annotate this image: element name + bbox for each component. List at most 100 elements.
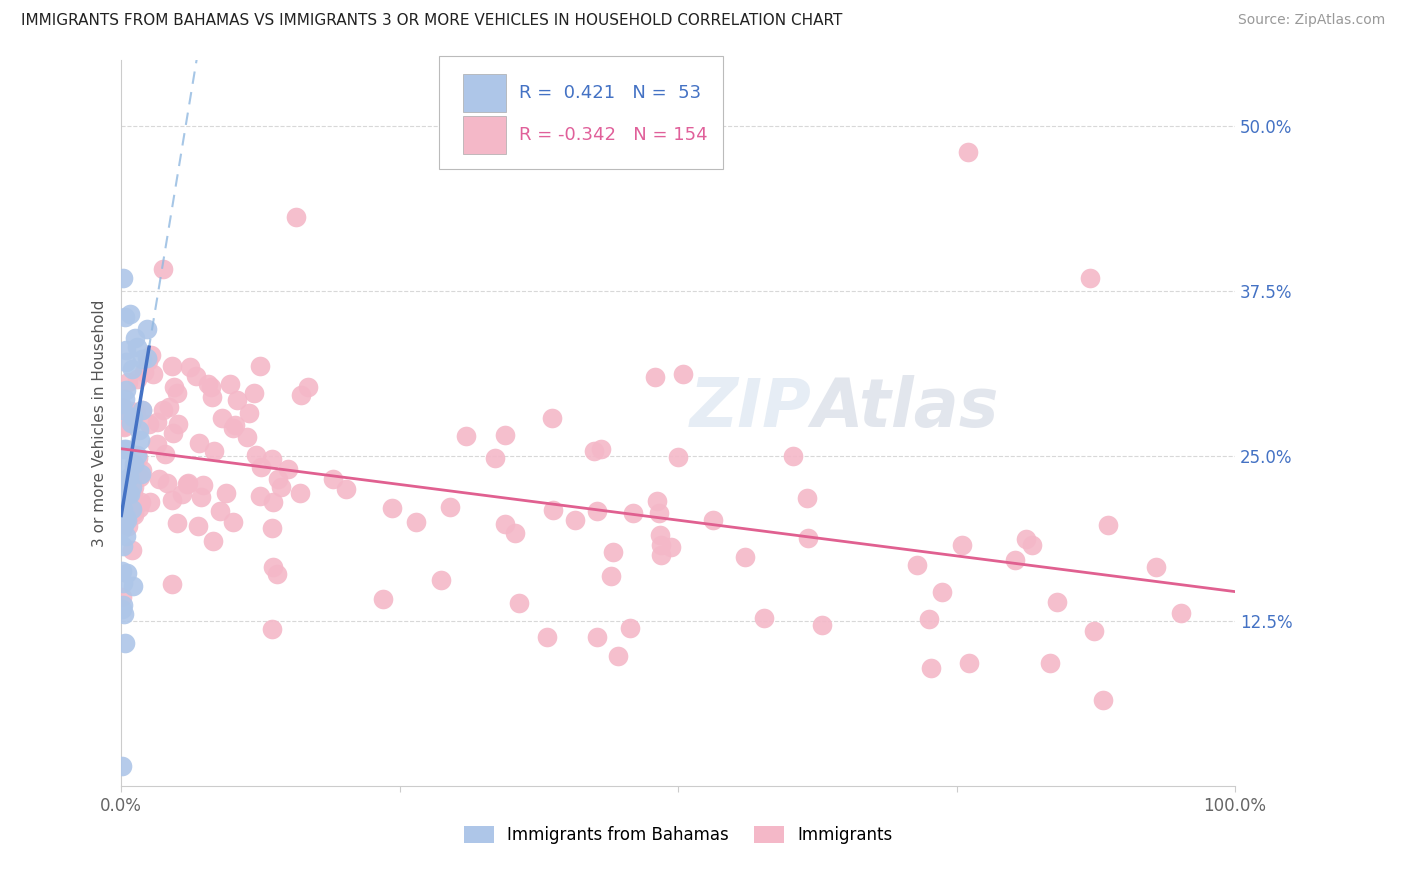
Point bbox=[811, 618, 834, 632]
Point bbox=[211, 410, 233, 425]
Point bbox=[112, 575, 135, 590]
Point bbox=[111, 522, 134, 536]
Point bbox=[602, 545, 624, 559]
Point bbox=[288, 485, 311, 500]
Point bbox=[918, 611, 941, 625]
Point bbox=[114, 510, 136, 524]
Point bbox=[1170, 607, 1192, 621]
Point bbox=[114, 636, 136, 650]
Point bbox=[117, 519, 139, 533]
Point bbox=[121, 362, 143, 376]
Point bbox=[160, 492, 183, 507]
Text: Source: ZipAtlas.com: Source: ZipAtlas.com bbox=[1237, 13, 1385, 28]
Point bbox=[117, 501, 139, 516]
Point bbox=[118, 486, 141, 500]
Point bbox=[111, 564, 134, 578]
Point bbox=[920, 661, 942, 675]
Point bbox=[508, 596, 530, 610]
Point bbox=[184, 368, 207, 383]
Point bbox=[250, 460, 273, 475]
Point bbox=[122, 579, 145, 593]
Point bbox=[115, 487, 138, 501]
Point bbox=[494, 516, 516, 531]
Point bbox=[335, 483, 357, 497]
Point bbox=[117, 376, 139, 390]
Point bbox=[120, 416, 142, 430]
Point bbox=[120, 404, 142, 418]
Point bbox=[249, 359, 271, 373]
Point bbox=[1004, 553, 1026, 567]
Point bbox=[156, 476, 179, 491]
Point bbox=[112, 479, 135, 493]
Point bbox=[186, 518, 208, 533]
Point bbox=[112, 479, 135, 493]
Point bbox=[672, 367, 695, 381]
Point bbox=[1078, 270, 1101, 285]
FancyBboxPatch shape bbox=[439, 56, 723, 169]
Point bbox=[111, 407, 134, 421]
Text: Atlas: Atlas bbox=[811, 376, 1000, 442]
Point bbox=[905, 558, 928, 572]
Point bbox=[176, 476, 198, 491]
Text: IMMIGRANTS FROM BAHAMAS VS IMMIGRANTS 3 OR MORE VEHICLES IN HOUSEHOLD CORRELATIO: IMMIGRANTS FROM BAHAMAS VS IMMIGRANTS 3 … bbox=[21, 13, 842, 29]
Point bbox=[122, 508, 145, 522]
Point bbox=[112, 515, 135, 529]
Point bbox=[115, 485, 138, 500]
Point bbox=[145, 415, 167, 429]
Point bbox=[111, 539, 134, 553]
Point bbox=[752, 611, 775, 625]
Point bbox=[208, 504, 231, 518]
Point bbox=[127, 450, 149, 465]
Point bbox=[373, 592, 395, 607]
Point bbox=[124, 458, 146, 472]
Point bbox=[266, 566, 288, 581]
Point bbox=[111, 501, 134, 516]
Point bbox=[134, 365, 156, 379]
Point bbox=[122, 486, 145, 500]
Point bbox=[111, 483, 134, 497]
Point bbox=[152, 403, 174, 417]
Point bbox=[128, 423, 150, 437]
Point bbox=[267, 472, 290, 486]
Point bbox=[115, 566, 138, 581]
Point bbox=[931, 584, 953, 599]
Point bbox=[585, 504, 607, 518]
Point bbox=[235, 430, 257, 444]
Point bbox=[1046, 595, 1069, 609]
Point bbox=[131, 463, 153, 477]
Point bbox=[115, 529, 138, 543]
Point bbox=[112, 607, 135, 621]
Y-axis label: 3 or more Vehicles in Household: 3 or more Vehicles in Household bbox=[93, 299, 107, 547]
Point bbox=[121, 542, 143, 557]
Point bbox=[650, 538, 672, 552]
Point bbox=[129, 467, 152, 482]
Point bbox=[127, 448, 149, 462]
Point bbox=[245, 448, 267, 462]
Point bbox=[430, 573, 453, 587]
Point bbox=[494, 428, 516, 442]
Point bbox=[172, 487, 194, 501]
Point bbox=[120, 487, 142, 501]
Point bbox=[122, 409, 145, 424]
Point bbox=[138, 417, 160, 431]
Point bbox=[218, 377, 240, 392]
Point bbox=[222, 421, 245, 435]
Point bbox=[125, 372, 148, 386]
Point bbox=[957, 656, 980, 670]
Point bbox=[127, 340, 149, 354]
Point bbox=[1083, 624, 1105, 638]
Point bbox=[166, 386, 188, 401]
Point bbox=[129, 495, 152, 509]
Point bbox=[644, 370, 666, 384]
Point bbox=[439, 500, 461, 514]
Point bbox=[270, 479, 292, 493]
Point bbox=[619, 621, 641, 635]
Point bbox=[114, 310, 136, 325]
Point bbox=[110, 397, 132, 411]
Point bbox=[586, 631, 609, 645]
Point bbox=[122, 460, 145, 475]
Point bbox=[381, 500, 404, 515]
Point bbox=[114, 442, 136, 457]
Point bbox=[503, 526, 526, 541]
Point bbox=[1097, 518, 1119, 533]
